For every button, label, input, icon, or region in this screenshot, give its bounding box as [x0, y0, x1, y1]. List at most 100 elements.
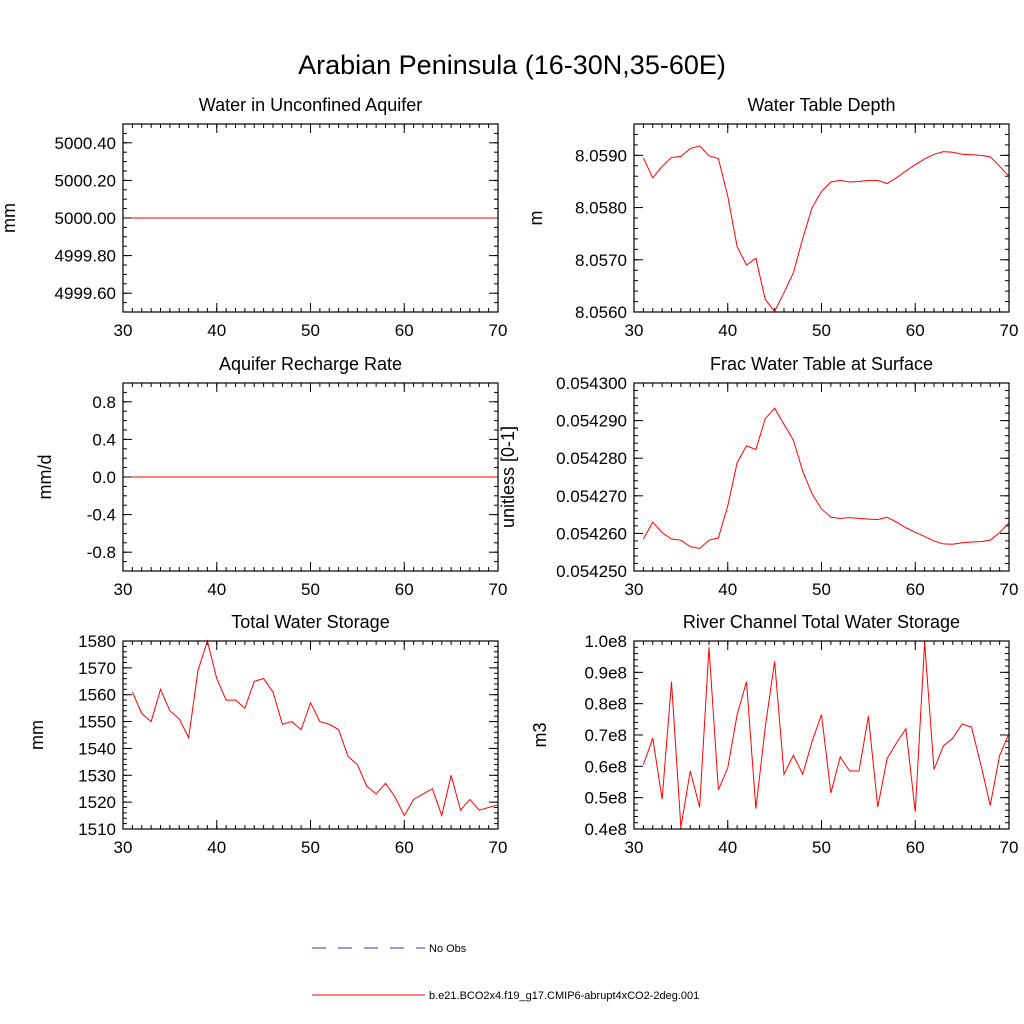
- panel-2: Water Table Depth m 30 40 50 60 70 8.0560 8.0570…: [526, 95, 1018, 340]
- x-tick-label: 60: [395, 838, 414, 857]
- x-tick-label: 40: [207, 838, 226, 857]
- x-tick-label: 30: [625, 838, 644, 857]
- y-tick-label: 1540: [78, 739, 116, 758]
- y-tick-label: 8.0560: [575, 303, 627, 322]
- x-tick-label: 70: [1000, 838, 1019, 857]
- y-axis-label: unitless [0-1]: [498, 426, 518, 528]
- panels: Water in Unconfined Aquifer mm 30 40 50 60 70 4…: [0, 95, 1018, 857]
- x-tick-label: 30: [625, 321, 644, 340]
- series-line: [642, 407, 1010, 549]
- panel-title: Aquifer Recharge Rate: [219, 354, 402, 374]
- y-tick-label: 8.0580: [575, 199, 627, 218]
- panel-4: Frac Water Table at Surface unitless [0-1…: [498, 354, 1018, 599]
- y-tick-label: 0.054300: [556, 374, 627, 393]
- y-tick-label: 0.054280: [556, 449, 627, 468]
- x-tick-label: 30: [114, 321, 133, 340]
- y-tick-label: 4999.60: [55, 284, 116, 303]
- y-tick-label: 1550: [78, 713, 116, 732]
- x-tick-label: 70: [1000, 580, 1019, 599]
- y-tick-label: 1.0e8: [584, 632, 627, 651]
- x-tick-label: 40: [718, 838, 737, 857]
- y-tick-label: 0.6e8: [584, 757, 627, 776]
- x-tick-label: 60: [906, 580, 925, 599]
- x-tick-label: 40: [207, 580, 226, 599]
- y-tick-label: 1510: [78, 820, 116, 839]
- x-tick-label: 50: [812, 580, 831, 599]
- x-tick-label: 30: [114, 580, 133, 599]
- y-tick-label: 1570: [78, 659, 116, 678]
- y-tick-label: 0.0: [92, 468, 116, 487]
- legend: No Obs b.e21.BCO2x4.f19_g17.CMIP6-abrupt…: [312, 943, 699, 1002]
- y-tick-label: 8.0590: [575, 146, 627, 165]
- y-tick-label: 0.8: [92, 393, 116, 412]
- plot-frame: [122, 123, 499, 313]
- series-line: [642, 145, 1010, 313]
- x-tick-label: 70: [489, 838, 508, 857]
- y-axis-label: mm: [0, 203, 19, 233]
- panel-title: Water in Unconfined Aquifer: [199, 95, 422, 115]
- legend-label-model: b.e21.BCO2x4.f19_g17.CMIP6-abrupt4xCO2-2…: [429, 990, 699, 1002]
- x-tick-label: 60: [395, 321, 414, 340]
- x-tick-label: 30: [625, 580, 644, 599]
- x-tick-label: 50: [301, 838, 320, 857]
- y-tick-label: 1580: [78, 632, 116, 651]
- y-tick-label: 0.4: [92, 430, 116, 449]
- x-tick-label: 50: [812, 321, 831, 340]
- plot-frame: [122, 640, 499, 830]
- x-tick-label: 60: [906, 838, 925, 857]
- y-tick-label: 0.054270: [556, 487, 627, 506]
- y-axis-label: m3: [530, 722, 550, 747]
- plot-frame: [633, 123, 1010, 313]
- y-tick-label: 0.7e8: [584, 726, 627, 745]
- panel-3: Aquifer Recharge Rate mm/d 30 40 50 60 70 -0.8 -…: [35, 354, 507, 599]
- x-tick-label: 40: [207, 321, 226, 340]
- y-tick-label: 5000.40: [55, 134, 116, 153]
- panel-6: River Channel Total Water Storage m3 30 40 5…: [530, 612, 1018, 857]
- x-tick-label: 70: [1000, 321, 1019, 340]
- panel-title: River Channel Total Water Storage: [683, 612, 960, 632]
- y-tick-label: 0.054250: [556, 562, 627, 581]
- panel-5: Total Water Storage mm 30 40 50 60 70 1510 1520 1…: [27, 612, 507, 857]
- y-tick-label: 5000.20: [55, 171, 116, 190]
- y-axis-label: mm: [27, 720, 47, 750]
- y-axis-label: m: [526, 211, 546, 226]
- x-tick-label: 70: [489, 580, 508, 599]
- plot-frame: [633, 640, 1010, 830]
- x-tick-label: 50: [812, 838, 831, 857]
- x-tick-label: 30: [114, 838, 133, 857]
- y-tick-label: 0.4e8: [584, 820, 627, 839]
- panel-1: Water in Unconfined Aquifer mm 30 40 50 60 70 4…: [0, 95, 507, 340]
- x-tick-label: 50: [301, 321, 320, 340]
- y-tick-label: -0.8: [87, 543, 116, 562]
- plot-frame: [122, 382, 499, 572]
- series-line: [642, 642, 1010, 828]
- x-tick-label: 40: [718, 321, 737, 340]
- legend-label-no-obs: No Obs: [429, 943, 467, 955]
- panel-title: Frac Water Table at Surface: [710, 354, 933, 374]
- y-tick-label: 0.8e8: [584, 695, 627, 714]
- y-axis-label: mm/d: [35, 455, 55, 500]
- y-tick-label: 1520: [78, 793, 116, 812]
- y-tick-label: 0.9e8: [584, 663, 627, 682]
- y-tick-label: 5000.00: [55, 209, 116, 228]
- panel-title: Water Table Depth: [747, 95, 895, 115]
- x-tick-label: 50: [301, 580, 320, 599]
- series-line: [131, 639, 499, 818]
- y-tick-label: 4999.80: [55, 247, 116, 266]
- panel-title: Total Water Storage: [231, 612, 389, 632]
- y-tick-label: 1560: [78, 686, 116, 705]
- x-tick-label: 40: [718, 580, 737, 599]
- plot-frame: [633, 382, 1010, 572]
- y-tick-label: 0.054260: [556, 524, 627, 543]
- x-tick-label: 60: [395, 580, 414, 599]
- y-tick-label: 8.0570: [575, 251, 627, 270]
- x-tick-label: 70: [489, 321, 508, 340]
- y-tick-label: 0.5e8: [584, 789, 627, 808]
- y-tick-label: 1530: [78, 766, 116, 785]
- y-tick-label: 0.054290: [556, 412, 627, 431]
- y-tick-label: -0.4: [87, 506, 116, 525]
- x-tick-label: 60: [906, 321, 925, 340]
- figure-title: Arabian Peninsula (16-30N,35-60E): [298, 50, 726, 80]
